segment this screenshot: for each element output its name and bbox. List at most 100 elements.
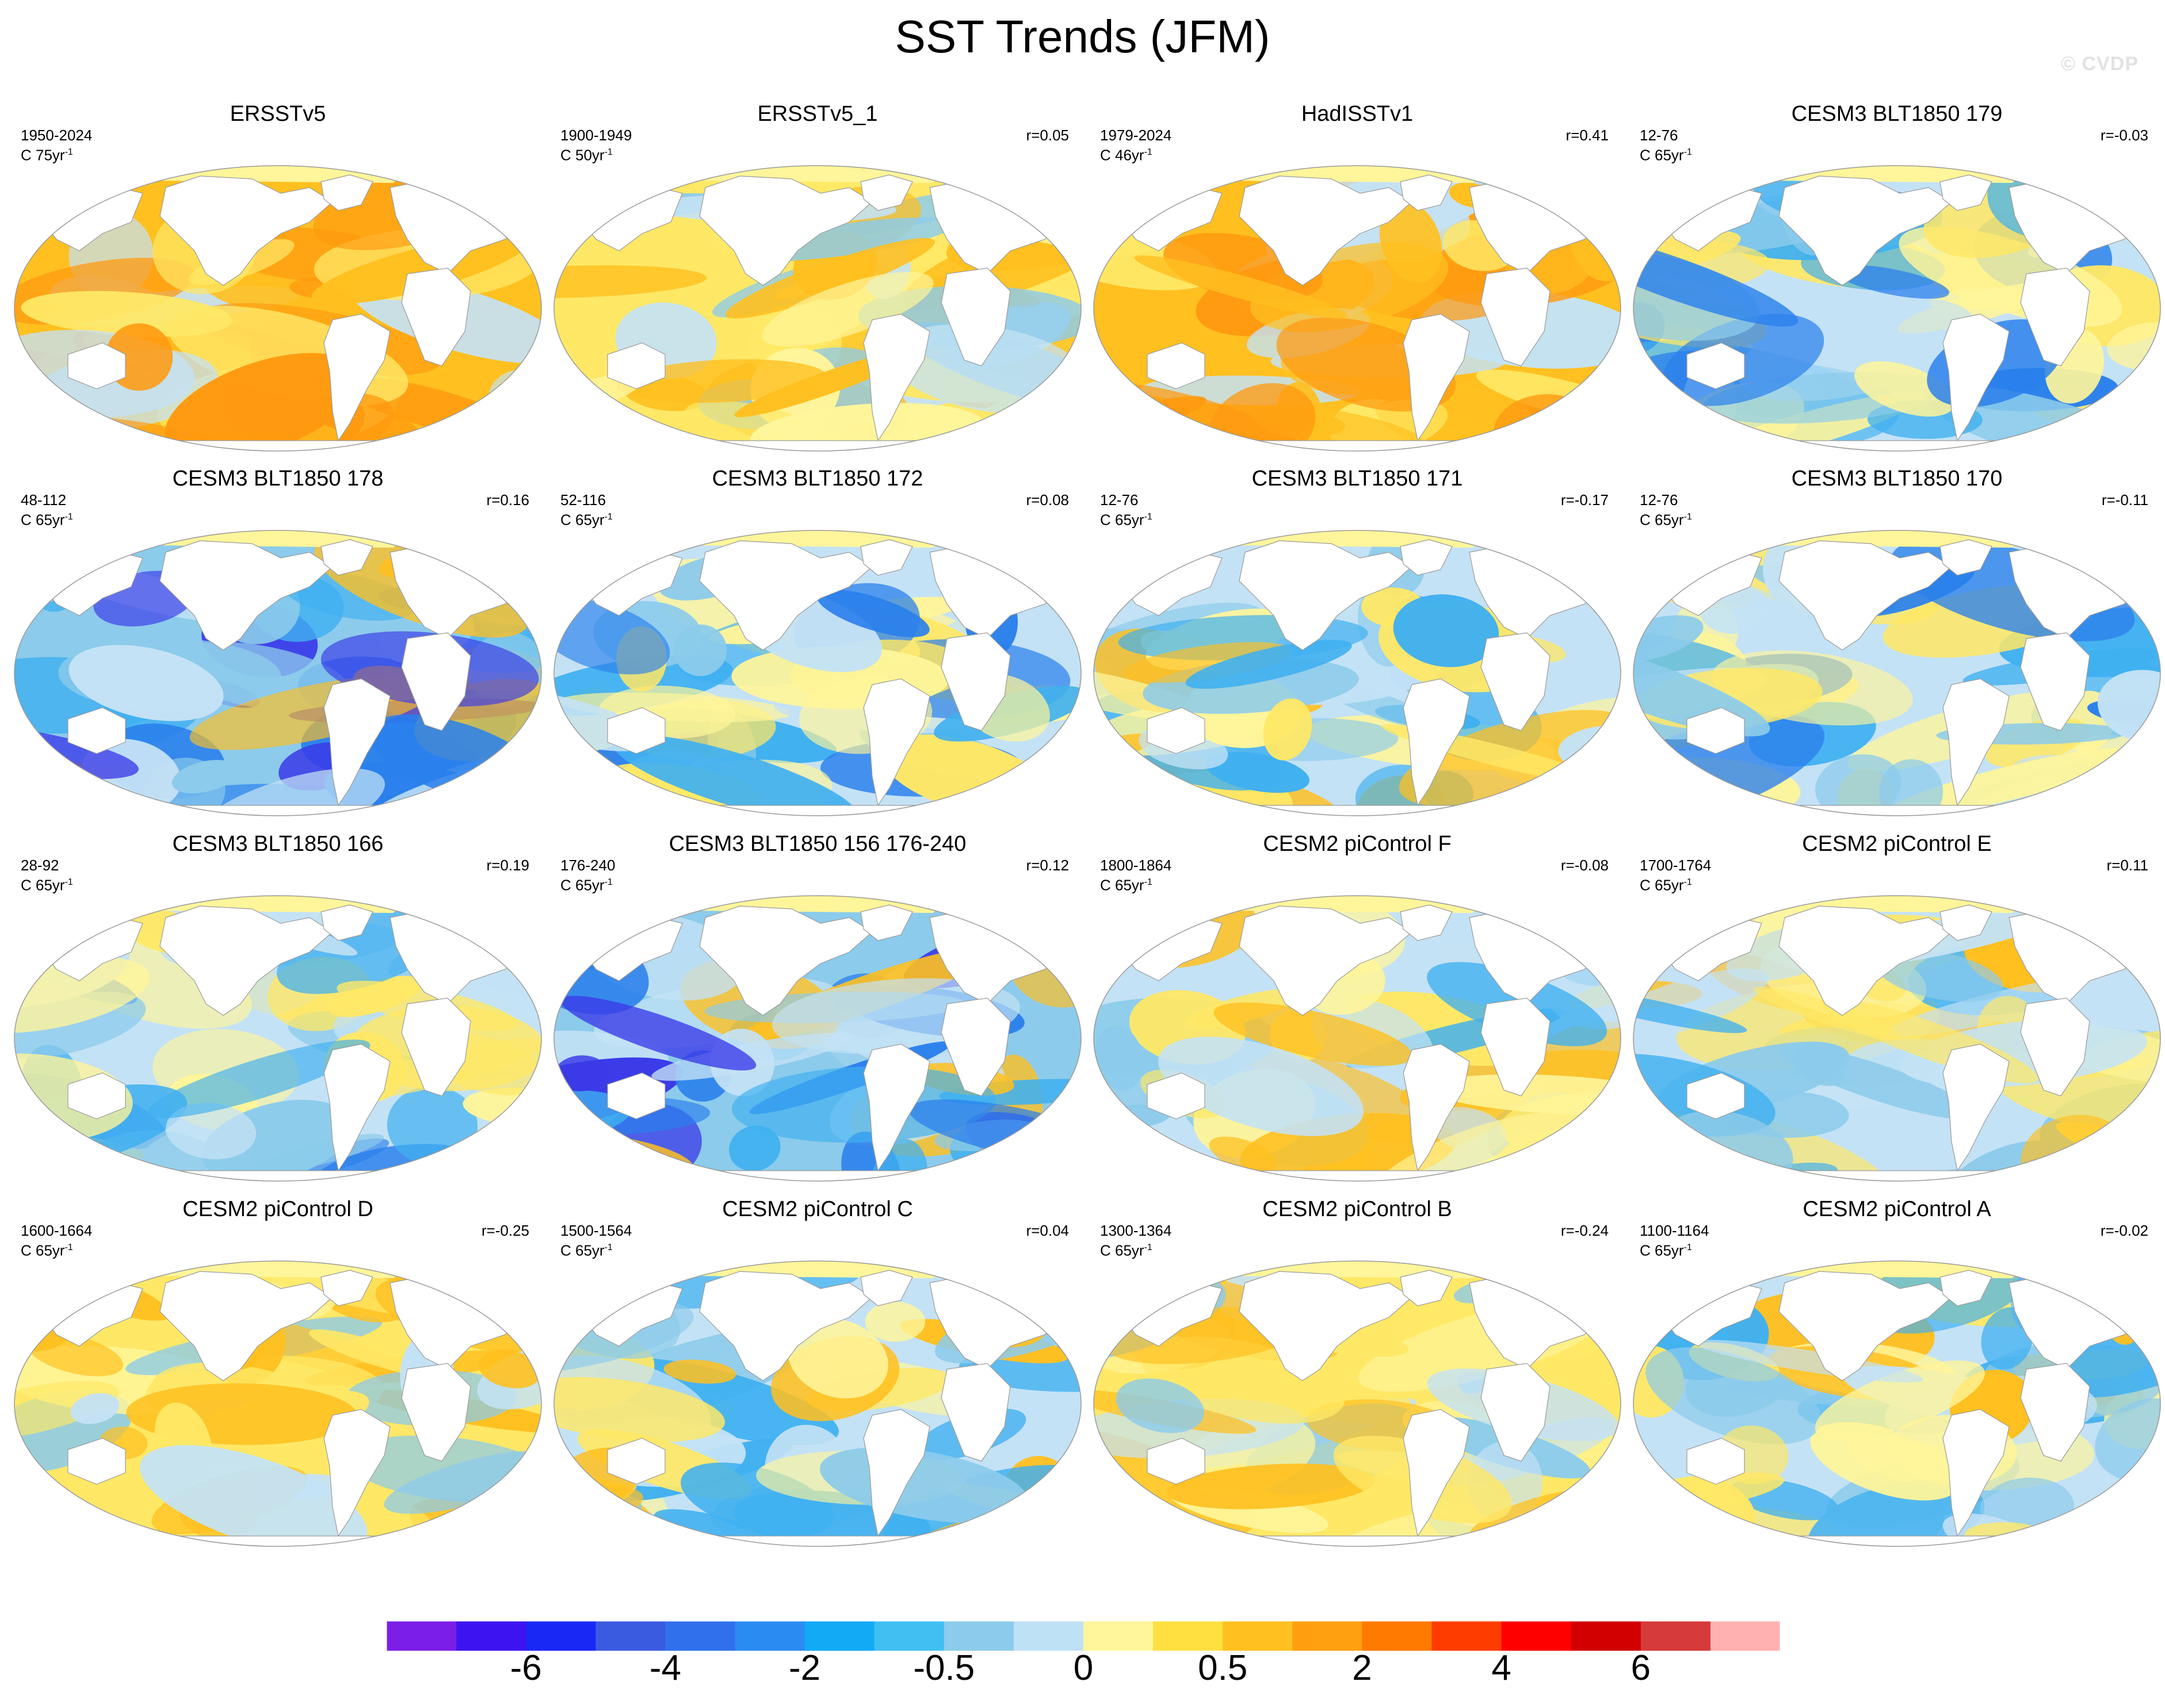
panel-rate-text: C 65yr [560,876,605,894]
panel-rate-exponent: -1 [1144,147,1152,157]
panel-years: 1900-1949 [560,127,632,144]
land-mass [1939,904,1992,941]
colorbar-swatch [1501,1621,1572,1651]
colorbar-swatch [1362,1621,1432,1651]
land-mass [941,1363,1011,1462]
land-mass [860,1270,913,1306]
sst-anomaly-patch [1815,1360,1985,1440]
map-border [1093,895,1621,1182]
map-border [1633,165,2161,452]
robinson-map [1093,530,1621,816]
sst-anomaly-patch [1633,615,1704,663]
panel-rate-exponent: -1 [604,512,613,522]
land-mass [401,632,471,731]
sst-anomaly-patch [612,734,858,816]
panel-years: 1950-2024 [21,127,93,144]
map-panel: CESM3 BLT1850 179 12-76 C 65yr-1 r=-0.03 [1629,101,2164,458]
panel-rate-exponent: -1 [604,1243,613,1252]
land-mass [635,1535,1000,1546]
land-mass [320,904,373,941]
sst-anomaly-patch [70,1393,120,1424]
panel-title: CESM3 BLT1850 172 [712,467,923,491]
map-panel: CESM2 piControl A 1100-1164 C 65yr-1 r=-0.0… [1629,1197,2164,1553]
colorbar-swatch [1431,1621,1502,1651]
panel-title: CESM2 piControl D [182,1197,373,1221]
land-mass [1778,540,1953,651]
robinson-map [1633,895,2161,1182]
arctic-sea-ice [1759,1261,2035,1278]
land-mass [320,539,373,576]
land-mass [1778,1271,1953,1381]
panel-rate-text: C 65yr [1640,511,1684,529]
land-mass [1239,175,1413,286]
panel-rate: C 65yr-1 [1640,509,1692,529]
map-border [1633,530,2161,816]
robinson-map [1633,1260,2161,1547]
sst-anomaly-patch [14,1381,119,1441]
colorbar-swatch [1223,1621,1293,1651]
land-mass [941,998,1011,1096]
arctic-sea-ice [140,896,416,913]
colorbar-frame [386,1621,1781,1652]
panel-years: 12-76 [1640,127,1678,144]
sst-anomaly-patch [1263,698,1312,761]
land-mass [860,174,913,211]
panel-rate-exponent: -1 [64,1243,73,1252]
sst-anomaly-patch [1094,662,1217,723]
colorbar-swatch [595,1621,666,1651]
panel-rate: C 65yr-1 [560,509,613,529]
sst-anomaly-patch [1213,1002,1413,1066]
map-border [1093,530,1621,816]
land-mass [1686,1438,1745,1485]
land-mass [323,1409,391,1537]
sst-anomaly-patch [1185,640,1352,689]
panel-rate-exponent: -1 [604,877,613,887]
map-panel: CESM3 BLT1850 172 52-116 C 65yr-1 r=0.08 [550,466,1085,823]
sst-anomaly-patch [165,353,360,451]
land-mass [2020,998,2090,1096]
land-mass [1942,1044,2010,1172]
panel-title: CESM3 BLT1850 166 [172,832,384,856]
sst-anomaly-patch [1209,1136,1277,1172]
panel-rate: C 65yr-1 [560,1239,613,1259]
colorbar-tick-label: 0.5 [1198,1648,1248,1688]
panel-correlation: r=-0.24 [1560,1222,1609,1239]
panel-years: 1500-1564 [560,1222,632,1239]
map-border [14,530,542,816]
land-mass [699,175,873,286]
sst-anomaly-patch [1105,901,1156,941]
sst-anomaly-patch [554,1377,726,1442]
land-mass [1175,1170,1540,1181]
panel-rate: C 50yr-1 [560,144,613,164]
sst-anomaly-patch [1810,1422,1961,1501]
arctic-sea-ice [679,1261,956,1278]
sst-anomaly-patch [139,1445,368,1546]
panel-rate-exponent: -1 [1683,512,1692,522]
panel-correlation: r=0.08 [1026,491,1069,509]
panel-rate: C 65yr-1 [560,874,613,894]
arctic-sea-ice [140,166,416,183]
sst-anomaly-patch [1094,396,1207,450]
land-mass [635,1170,1000,1181]
sst-anomaly-patch [560,996,757,1071]
sst-anomaly-patch [2097,670,2160,743]
map-border [1093,1260,1621,1547]
robinson-map [1633,165,2161,452]
land-mass [699,905,873,1016]
colorbar-tick-label: -6 [510,1648,542,1688]
sst-anomaly-patch [1815,754,1901,816]
sst-anomaly-patch [1116,1378,1204,1433]
colorbar-swatch [456,1621,526,1651]
land-mass [159,1271,334,1381]
map-panel: CESM3 BLT1850 170 12-76 C 65yr-1 r=-0.11 [1629,466,2164,823]
map-panel: ERSSTv5_1 1900-1949 C 50yr-1 r=0.05 [550,101,1085,458]
colorbar-swatch [874,1621,945,1651]
panel-rate: C 65yr-1 [21,1239,73,1259]
panel-years: 1300-1364 [1100,1222,1172,1239]
map-border [1633,1260,2161,1547]
land-mass [1686,1072,1745,1119]
sst-anomaly-patch [68,645,224,721]
panel-rate-text: C 65yr [560,1241,605,1259]
arctic-sea-ice [1219,1261,1495,1278]
panel-title: ERSSTv5_1 [757,102,878,126]
